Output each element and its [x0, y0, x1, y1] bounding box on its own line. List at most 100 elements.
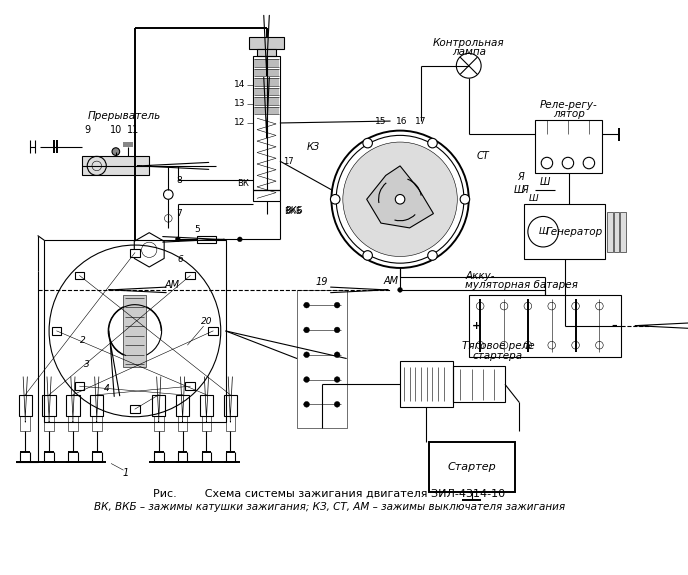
Bar [202, 416, 211, 431]
Circle shape [303, 302, 310, 308]
Circle shape [175, 237, 180, 241]
Bar [44, 416, 54, 431]
Text: АМ: АМ [164, 280, 180, 290]
Text: ВК, ВКБ – зажимы катушки зажигания; КЗ, СТ, АМ – зажимы выключателя зажигания: ВК, ВКБ – зажимы катушки зажигания; КЗ, … [94, 503, 565, 512]
Polygon shape [123, 294, 147, 367]
Bar [186, 382, 195, 390]
Text: 3: 3 [85, 360, 90, 369]
Bar [254, 107, 279, 114]
Text: 9: 9 [84, 125, 90, 135]
Text: +: + [472, 321, 481, 331]
Text: 14: 14 [234, 81, 246, 89]
Bar [249, 37, 283, 48]
Text: Контрольная: Контрольная [433, 38, 504, 48]
Bar [68, 416, 78, 431]
Circle shape [334, 377, 340, 382]
Bar [200, 395, 213, 416]
Bar [90, 395, 103, 416]
Text: 10: 10 [109, 125, 122, 135]
Text: 20: 20 [201, 317, 212, 326]
Bar [130, 249, 140, 256]
Text: 6: 6 [178, 255, 184, 264]
Bar [226, 416, 235, 431]
Circle shape [303, 327, 310, 333]
Text: АМ: АМ [383, 277, 398, 286]
Circle shape [572, 342, 579, 349]
Circle shape [572, 302, 579, 310]
Text: 2: 2 [80, 336, 85, 345]
Circle shape [334, 401, 340, 407]
Bar [253, 56, 280, 190]
Text: Стартер: Стартер [447, 462, 496, 472]
Bar [130, 405, 140, 413]
Text: Ш: Ш [529, 194, 539, 203]
Text: 17: 17 [283, 156, 293, 166]
Text: 8: 8 [176, 176, 182, 185]
Bar [75, 382, 85, 390]
Bar [52, 327, 61, 335]
Bar [254, 87, 279, 95]
Text: 7: 7 [176, 209, 182, 218]
Polygon shape [83, 156, 149, 175]
Bar [524, 204, 605, 259]
Bar [254, 97, 279, 105]
Bar [453, 366, 505, 402]
Text: 17: 17 [416, 117, 427, 125]
Bar [469, 294, 621, 356]
Text: 11: 11 [127, 125, 139, 135]
Circle shape [524, 302, 532, 310]
Circle shape [476, 342, 484, 349]
Bar [176, 395, 189, 416]
Bar [607, 212, 613, 252]
Circle shape [524, 342, 532, 349]
Text: 13: 13 [234, 99, 246, 109]
Text: КЗ: КЗ [307, 142, 320, 152]
Circle shape [330, 194, 340, 204]
Text: стартера: стартера [473, 351, 523, 361]
Circle shape [428, 139, 438, 148]
Text: ВКБ: ВКБ [286, 206, 303, 215]
Text: Ш: Ш [514, 185, 524, 195]
Bar [429, 443, 515, 492]
Bar [19, 395, 32, 416]
Bar [123, 142, 133, 147]
Text: муляторная батарея: муляторная батарея [465, 280, 578, 290]
Bar [208, 327, 218, 335]
Bar [43, 395, 56, 416]
Text: 15: 15 [375, 117, 387, 125]
Circle shape [237, 237, 242, 241]
Circle shape [363, 251, 372, 260]
Text: Акку-: Акку- [465, 271, 495, 281]
Bar [66, 395, 80, 416]
Text: –: – [611, 321, 616, 331]
Circle shape [476, 302, 484, 310]
Circle shape [396, 194, 405, 204]
Circle shape [334, 352, 340, 358]
Bar [297, 290, 347, 428]
Circle shape [500, 342, 508, 349]
Bar [186, 272, 195, 279]
Bar [154, 416, 164, 431]
Bar [254, 78, 279, 86]
Polygon shape [367, 166, 433, 228]
Text: Реле-регу-: Реле-регу- [540, 100, 598, 110]
Bar [400, 362, 453, 407]
Text: Генератор: Генератор [546, 227, 603, 237]
Bar [197, 236, 216, 243]
Bar [92, 416, 102, 431]
Circle shape [303, 377, 310, 382]
Text: Прерыватель: Прерыватель [87, 112, 160, 121]
Circle shape [500, 302, 508, 310]
Bar [44, 240, 226, 421]
Circle shape [334, 302, 340, 308]
Circle shape [334, 327, 340, 333]
Bar [178, 416, 187, 431]
Bar [614, 212, 619, 252]
Bar [257, 48, 276, 56]
Text: лятор: лятор [553, 109, 585, 120]
Text: 19: 19 [316, 277, 328, 288]
Text: 12: 12 [234, 118, 246, 128]
Circle shape [363, 139, 372, 148]
Text: лампа: лампа [452, 47, 486, 58]
Circle shape [596, 302, 603, 310]
